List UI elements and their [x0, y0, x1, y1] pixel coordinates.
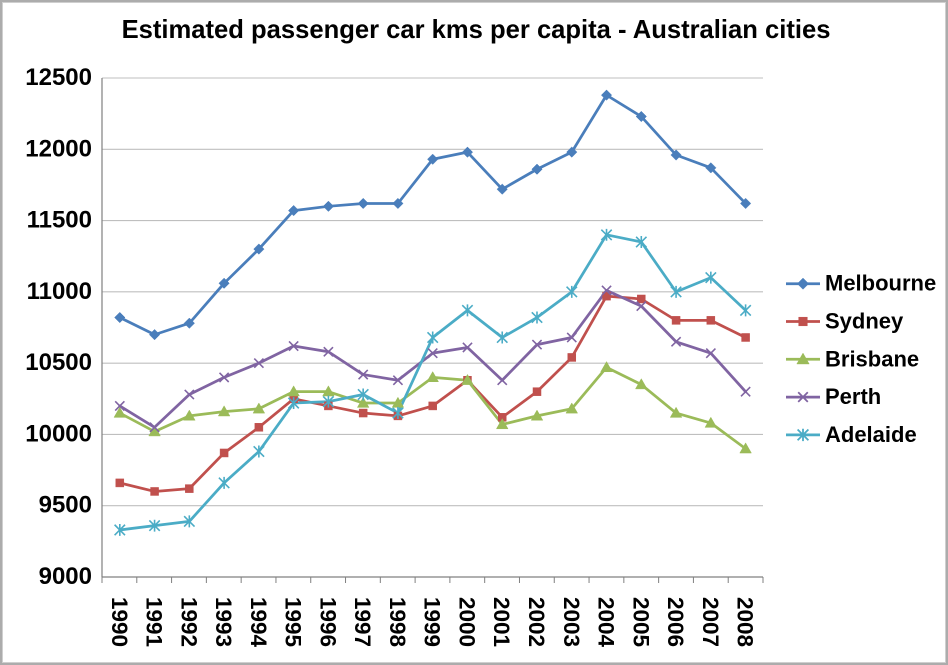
svg-text:1992: 1992 [176, 597, 201, 647]
svg-text:2005: 2005 [628, 597, 653, 647]
svg-text:9500: 9500 [39, 492, 92, 519]
svg-text:1990: 1990 [107, 597, 132, 647]
svg-text:1998: 1998 [385, 597, 410, 647]
svg-text:2008: 2008 [733, 597, 758, 647]
svg-text:12000: 12000 [25, 135, 92, 162]
svg-text:2003: 2003 [559, 597, 584, 647]
svg-text:Perth: Perth [825, 384, 881, 409]
svg-text:12500: 12500 [25, 64, 92, 91]
svg-text:Adelaide: Adelaide [825, 422, 917, 447]
svg-text:Sydney: Sydney [825, 309, 904, 334]
svg-text:1996: 1996 [315, 597, 340, 647]
svg-text:11000: 11000 [27, 278, 92, 305]
svg-text:1993: 1993 [211, 597, 236, 647]
svg-text:9000: 9000 [39, 563, 92, 590]
svg-text:1997: 1997 [350, 597, 375, 647]
svg-text:2004: 2004 [594, 597, 619, 648]
svg-text:10000: 10000 [25, 420, 92, 447]
svg-text:1999: 1999 [420, 597, 445, 647]
svg-text:Brisbane: Brisbane [825, 346, 919, 371]
svg-text:1994: 1994 [246, 597, 271, 648]
svg-text:2007: 2007 [698, 597, 723, 647]
svg-text:1991: 1991 [142, 597, 167, 647]
svg-text:1995: 1995 [281, 597, 306, 647]
svg-text:10500: 10500 [25, 349, 92, 376]
svg-text:11500: 11500 [27, 207, 92, 234]
svg-text:2000: 2000 [454, 597, 479, 647]
svg-text:Melbourne: Melbourne [825, 271, 936, 296]
svg-text:2006: 2006 [663, 597, 688, 647]
svg-text:2001: 2001 [489, 597, 514, 647]
svg-text:2002: 2002 [524, 597, 549, 647]
